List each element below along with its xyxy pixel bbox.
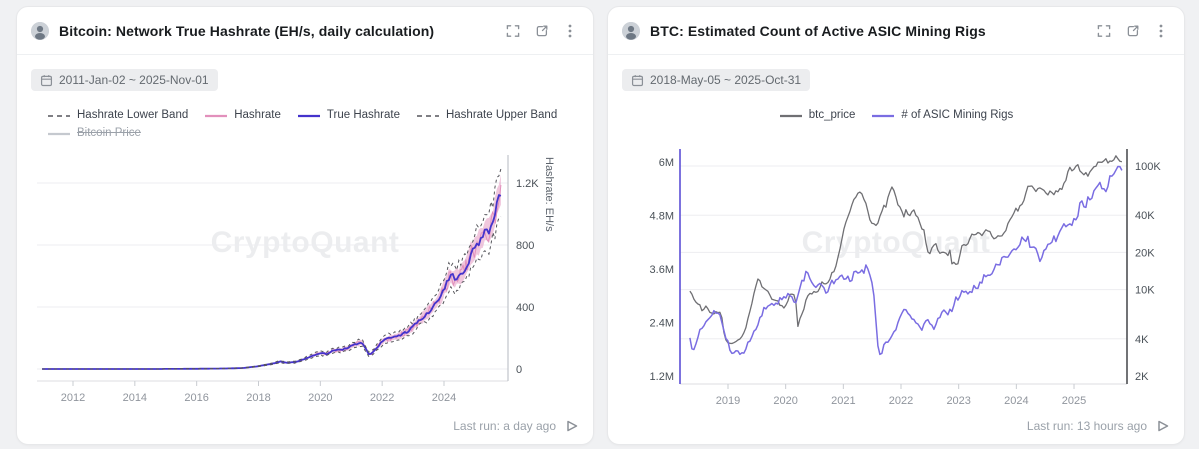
card-title: BTC: Estimated Count of Active ASIC Mini… <box>650 22 986 39</box>
legend-marker-icon <box>297 114 320 117</box>
svg-text:2023: 2023 <box>946 395 970 407</box>
calendar-icon <box>631 74 644 87</box>
card-footer: Last run: 13 hours ago <box>1027 419 1170 433</box>
date-range-text: 2018-May-05 ~ 2025-Oct-31 <box>650 73 802 87</box>
legend-label: btc_price <box>808 109 856 121</box>
card-title: Bitcoin: Network True Hashrate (EH/s, da… <box>59 22 435 39</box>
open-external-icon[interactable] <box>1123 21 1143 41</box>
svg-text:1.2M: 1.2M <box>650 371 674 383</box>
svg-text:3.6M: 3.6M <box>650 264 674 276</box>
legend-item-true-hashrate[interactable]: True Hashrate <box>297 108 400 123</box>
svg-text:2021: 2021 <box>831 395 855 407</box>
legend-marker-icon <box>416 114 439 117</box>
calendar-icon <box>40 74 53 87</box>
date-range-text: 2011-Jan-02 ~ 2025-Nov-01 <box>59 73 209 87</box>
hashrate-chart-canvas[interactable]: 2012 2014 2016 2018 2020 2022 2024 0 400 800 1.2K <box>17 7 592 444</box>
legend-item-bitcoin-price[interactable]: Bitcoin Price <box>47 126 141 141</box>
legend-marker-icon <box>205 114 228 117</box>
svg-text:2024: 2024 <box>1004 395 1028 407</box>
svg-text:2.4M: 2.4M <box>650 318 674 330</box>
legend-marker-icon <box>48 114 70 117</box>
legend-item--of-asic-mining-rigs[interactable]: # of ASIC Mining Rigs <box>871 108 1013 123</box>
card-header: Bitcoin: Network True Hashrate (EH/s, da… <box>17 7 593 55</box>
last-run-label: Last run: a day ago <box>453 419 556 433</box>
svg-text:2022: 2022 <box>889 395 913 407</box>
svg-text:800: 800 <box>516 240 534 252</box>
svg-text:100K: 100K <box>1135 161 1161 173</box>
date-range-chip: 2011-Jan-02 ~ 2025-Nov-01 <box>31 69 218 91</box>
legend-label: Hashrate Upper Band <box>445 109 558 121</box>
svg-text:4.8M: 4.8M <box>650 211 674 223</box>
legend-label: True Hashrate <box>326 109 400 121</box>
svg-text:2022: 2022 <box>370 392 394 404</box>
svg-text:10K: 10K <box>1135 285 1155 297</box>
svg-text:0: 0 <box>516 364 522 376</box>
svg-text:2024: 2024 <box>432 392 456 404</box>
chart-card-hashrate: Bitcoin: Network True Hashrate (EH/s, da… <box>16 6 594 445</box>
legend-item-hashrate-lower-band[interactable]: Hashrate Lower Band <box>47 108 188 123</box>
asic-rigs-chart-canvas[interactable]: 2019 2020 2021 2022 2023 2024 2025 1.2M 2.4M 3.6M… <box>608 7 1183 444</box>
legend: Hashrate Lower Band Hashrate True Hashrate… <box>47 108 587 141</box>
legend-label: Hashrate <box>234 109 281 121</box>
legend-label: Bitcoin Price <box>77 127 141 139</box>
legend-marker-icon <box>872 114 895 117</box>
more-options-icon[interactable] <box>561 21 579 41</box>
svg-text:2018: 2018 <box>246 392 270 404</box>
legend-label: # of ASIC Mining Rigs <box>901 109 1014 121</box>
svg-text:2025: 2025 <box>1062 395 1086 407</box>
svg-text:4K: 4K <box>1135 334 1149 346</box>
last-run-label: Last run: 13 hours ago <box>1026 419 1147 433</box>
chart-card-asic-rigs: BTC: Estimated Count of Active ASIC Mini… <box>607 6 1185 445</box>
legend-label: Hashrate Lower Band <box>77 109 189 121</box>
y-axis-title: Hashrate: EH/s <box>543 157 555 232</box>
svg-text:2020: 2020 <box>773 395 797 407</box>
legend: btc_price # of ASIC Mining Rigs <box>608 108 1184 123</box>
open-external-icon[interactable] <box>532 21 552 41</box>
author-avatar <box>622 21 640 40</box>
legend-marker-icon <box>48 132 70 135</box>
legend-marker-icon <box>779 114 802 117</box>
svg-text:1.2K: 1.2K <box>516 178 539 190</box>
svg-text:2019: 2019 <box>716 395 740 407</box>
card-header: BTC: Estimated Count of Active ASIC Mini… <box>608 7 1184 55</box>
run-button[interactable] <box>564 419 579 433</box>
card-footer: Last run: a day ago <box>453 419 579 433</box>
svg-text:2014: 2014 <box>123 392 147 404</box>
svg-text:400: 400 <box>516 302 534 314</box>
author-avatar <box>31 21 49 40</box>
svg-text:2012: 2012 <box>61 392 85 404</box>
fullscreen-icon[interactable] <box>503 21 523 41</box>
svg-text:6M: 6M <box>659 157 674 169</box>
svg-text:2016: 2016 <box>184 392 208 404</box>
legend-item-hashrate-upper-band[interactable]: Hashrate Upper Band <box>416 108 557 123</box>
svg-text:2K: 2K <box>1135 371 1149 383</box>
svg-text:20K: 20K <box>1135 247 1155 259</box>
svg-text:40K: 40K <box>1135 210 1155 222</box>
more-options-icon[interactable] <box>1152 21 1170 41</box>
run-button[interactable] <box>1155 419 1170 433</box>
legend-item-hashrate[interactable]: Hashrate <box>204 108 281 123</box>
fullscreen-icon[interactable] <box>1094 21 1114 41</box>
legend-item-btc-price[interactable]: btc_price <box>779 108 856 123</box>
svg-text:2020: 2020 <box>308 392 332 404</box>
date-range-chip: 2018-May-05 ~ 2025-Oct-31 <box>622 69 811 91</box>
